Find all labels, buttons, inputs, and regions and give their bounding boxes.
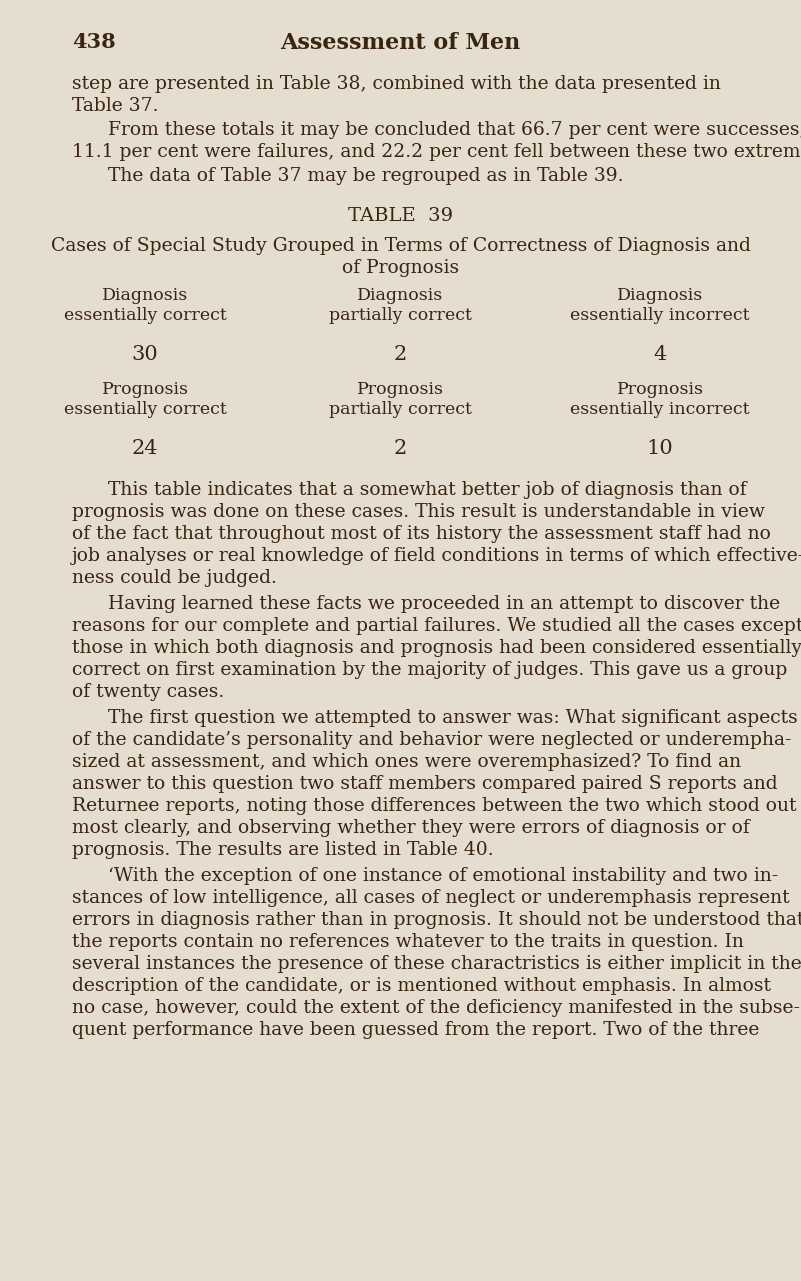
Text: 4: 4 bbox=[654, 345, 666, 364]
Text: Prognosis: Prognosis bbox=[617, 380, 703, 398]
Text: partially correct: partially correct bbox=[328, 401, 472, 418]
Text: Prognosis: Prognosis bbox=[102, 380, 188, 398]
Text: 24: 24 bbox=[131, 439, 159, 459]
Text: TABLE  39: TABLE 39 bbox=[348, 208, 453, 225]
Text: sized at assessment, and which ones were overemphasized? To find an: sized at assessment, and which ones were… bbox=[72, 753, 741, 771]
Text: Table 37.: Table 37. bbox=[72, 97, 159, 115]
Text: prognosis was done on these cases. This result is understandable in view: prognosis was done on these cases. This … bbox=[72, 503, 765, 521]
Text: partially correct: partially correct bbox=[328, 307, 472, 324]
Text: The data of Table 37 may be regrouped as in Table 39.: The data of Table 37 may be regrouped as… bbox=[108, 167, 623, 184]
Text: of Prognosis: of Prognosis bbox=[342, 259, 459, 277]
Text: essentially correct: essentially correct bbox=[63, 401, 227, 418]
Text: 438: 438 bbox=[72, 32, 115, 53]
Text: The first question we attempted to answer was: What significant aspects: The first question we attempted to answe… bbox=[108, 708, 798, 728]
Text: most clearly, and observing whether they were errors of diagnosis or of: most clearly, and observing whether they… bbox=[72, 819, 750, 836]
Text: errors in diagnosis rather than in prognosis. It should not be understood that: errors in diagnosis rather than in progn… bbox=[72, 911, 801, 929]
Text: no case, however, could the extent of the deficiency manifested in the subse-: no case, however, could the extent of th… bbox=[72, 999, 800, 1017]
Text: job analyses or real knowledge of field conditions in terms of which effective-: job analyses or real knowledge of field … bbox=[72, 547, 801, 565]
Text: Assessment of Men: Assessment of Men bbox=[280, 32, 521, 54]
Text: This table indicates that a somewhat better job of diagnosis than of: This table indicates that a somewhat bet… bbox=[108, 480, 747, 500]
Text: Having learned these facts we proceeded in an attempt to discover the: Having learned these facts we proceeded … bbox=[108, 594, 780, 614]
Text: ‘With the exception of one instance of emotional instability and two in-: ‘With the exception of one instance of e… bbox=[108, 867, 779, 885]
Text: several instances the presence of these charactristics is either implicit in the: several instances the presence of these … bbox=[72, 956, 801, 974]
Text: the reports contain no references whatever to the traits in question. In: the reports contain no references whatev… bbox=[72, 933, 744, 951]
Text: of twenty cases.: of twenty cases. bbox=[72, 683, 224, 701]
Text: ness could be judged.: ness could be judged. bbox=[72, 569, 277, 587]
Text: description of the candidate, or is mentioned without emphasis. In almost: description of the candidate, or is ment… bbox=[72, 977, 771, 995]
Text: Diagnosis: Diagnosis bbox=[357, 287, 443, 304]
Text: 2: 2 bbox=[393, 345, 407, 364]
Text: essentially correct: essentially correct bbox=[63, 307, 227, 324]
Text: step are presented in Table 38, combined with the data presented in: step are presented in Table 38, combined… bbox=[72, 76, 721, 94]
Text: essentially incorrect: essentially incorrect bbox=[570, 401, 750, 418]
Text: 30: 30 bbox=[131, 345, 159, 364]
Text: Returnee reports, noting those differences between the two which stood out: Returnee reports, noting those differenc… bbox=[72, 797, 796, 815]
Text: prognosis. The results are listed in Table 40.: prognosis. The results are listed in Tab… bbox=[72, 842, 493, 860]
Text: answer to this question two staff members compared paired S reports and: answer to this question two staff member… bbox=[72, 775, 778, 793]
Text: Diagnosis: Diagnosis bbox=[617, 287, 703, 304]
Text: quent performance have been guessed from the report. Two of the three: quent performance have been guessed from… bbox=[72, 1021, 759, 1039]
Text: stances of low intelligence, all cases of neglect or underemphasis represent: stances of low intelligence, all cases o… bbox=[72, 889, 790, 907]
Text: those in which both diagnosis and prognosis had been considered essentially: those in which both diagnosis and progno… bbox=[72, 639, 801, 657]
Text: Prognosis: Prognosis bbox=[356, 380, 444, 398]
Text: 2: 2 bbox=[393, 439, 407, 459]
Text: reasons for our complete and partial failures. We studied all the cases except: reasons for our complete and partial fai… bbox=[72, 617, 801, 635]
Text: 10: 10 bbox=[646, 439, 674, 459]
Text: From these totals it may be concluded that 66.7 per cent were successes,: From these totals it may be concluded th… bbox=[108, 120, 801, 140]
Text: of the candidate’s personality and behavior were neglected or underempha-: of the candidate’s personality and behav… bbox=[72, 731, 791, 749]
Text: essentially incorrect: essentially incorrect bbox=[570, 307, 750, 324]
Text: Diagnosis: Diagnosis bbox=[102, 287, 188, 304]
Text: Cases of Special Study Grouped in Terms of Correctness of Diagnosis and: Cases of Special Study Grouped in Terms … bbox=[50, 237, 751, 255]
Text: of the fact that throughout most of its history the assessment staff had no: of the fact that throughout most of its … bbox=[72, 525, 771, 543]
Text: 11.1 per cent were failures, and 22.2 per cent fell between these two extremes.: 11.1 per cent were failures, and 22.2 pe… bbox=[72, 143, 801, 161]
Text: correct on first examination by the majority of judges. This gave us a group: correct on first examination by the majo… bbox=[72, 661, 787, 679]
